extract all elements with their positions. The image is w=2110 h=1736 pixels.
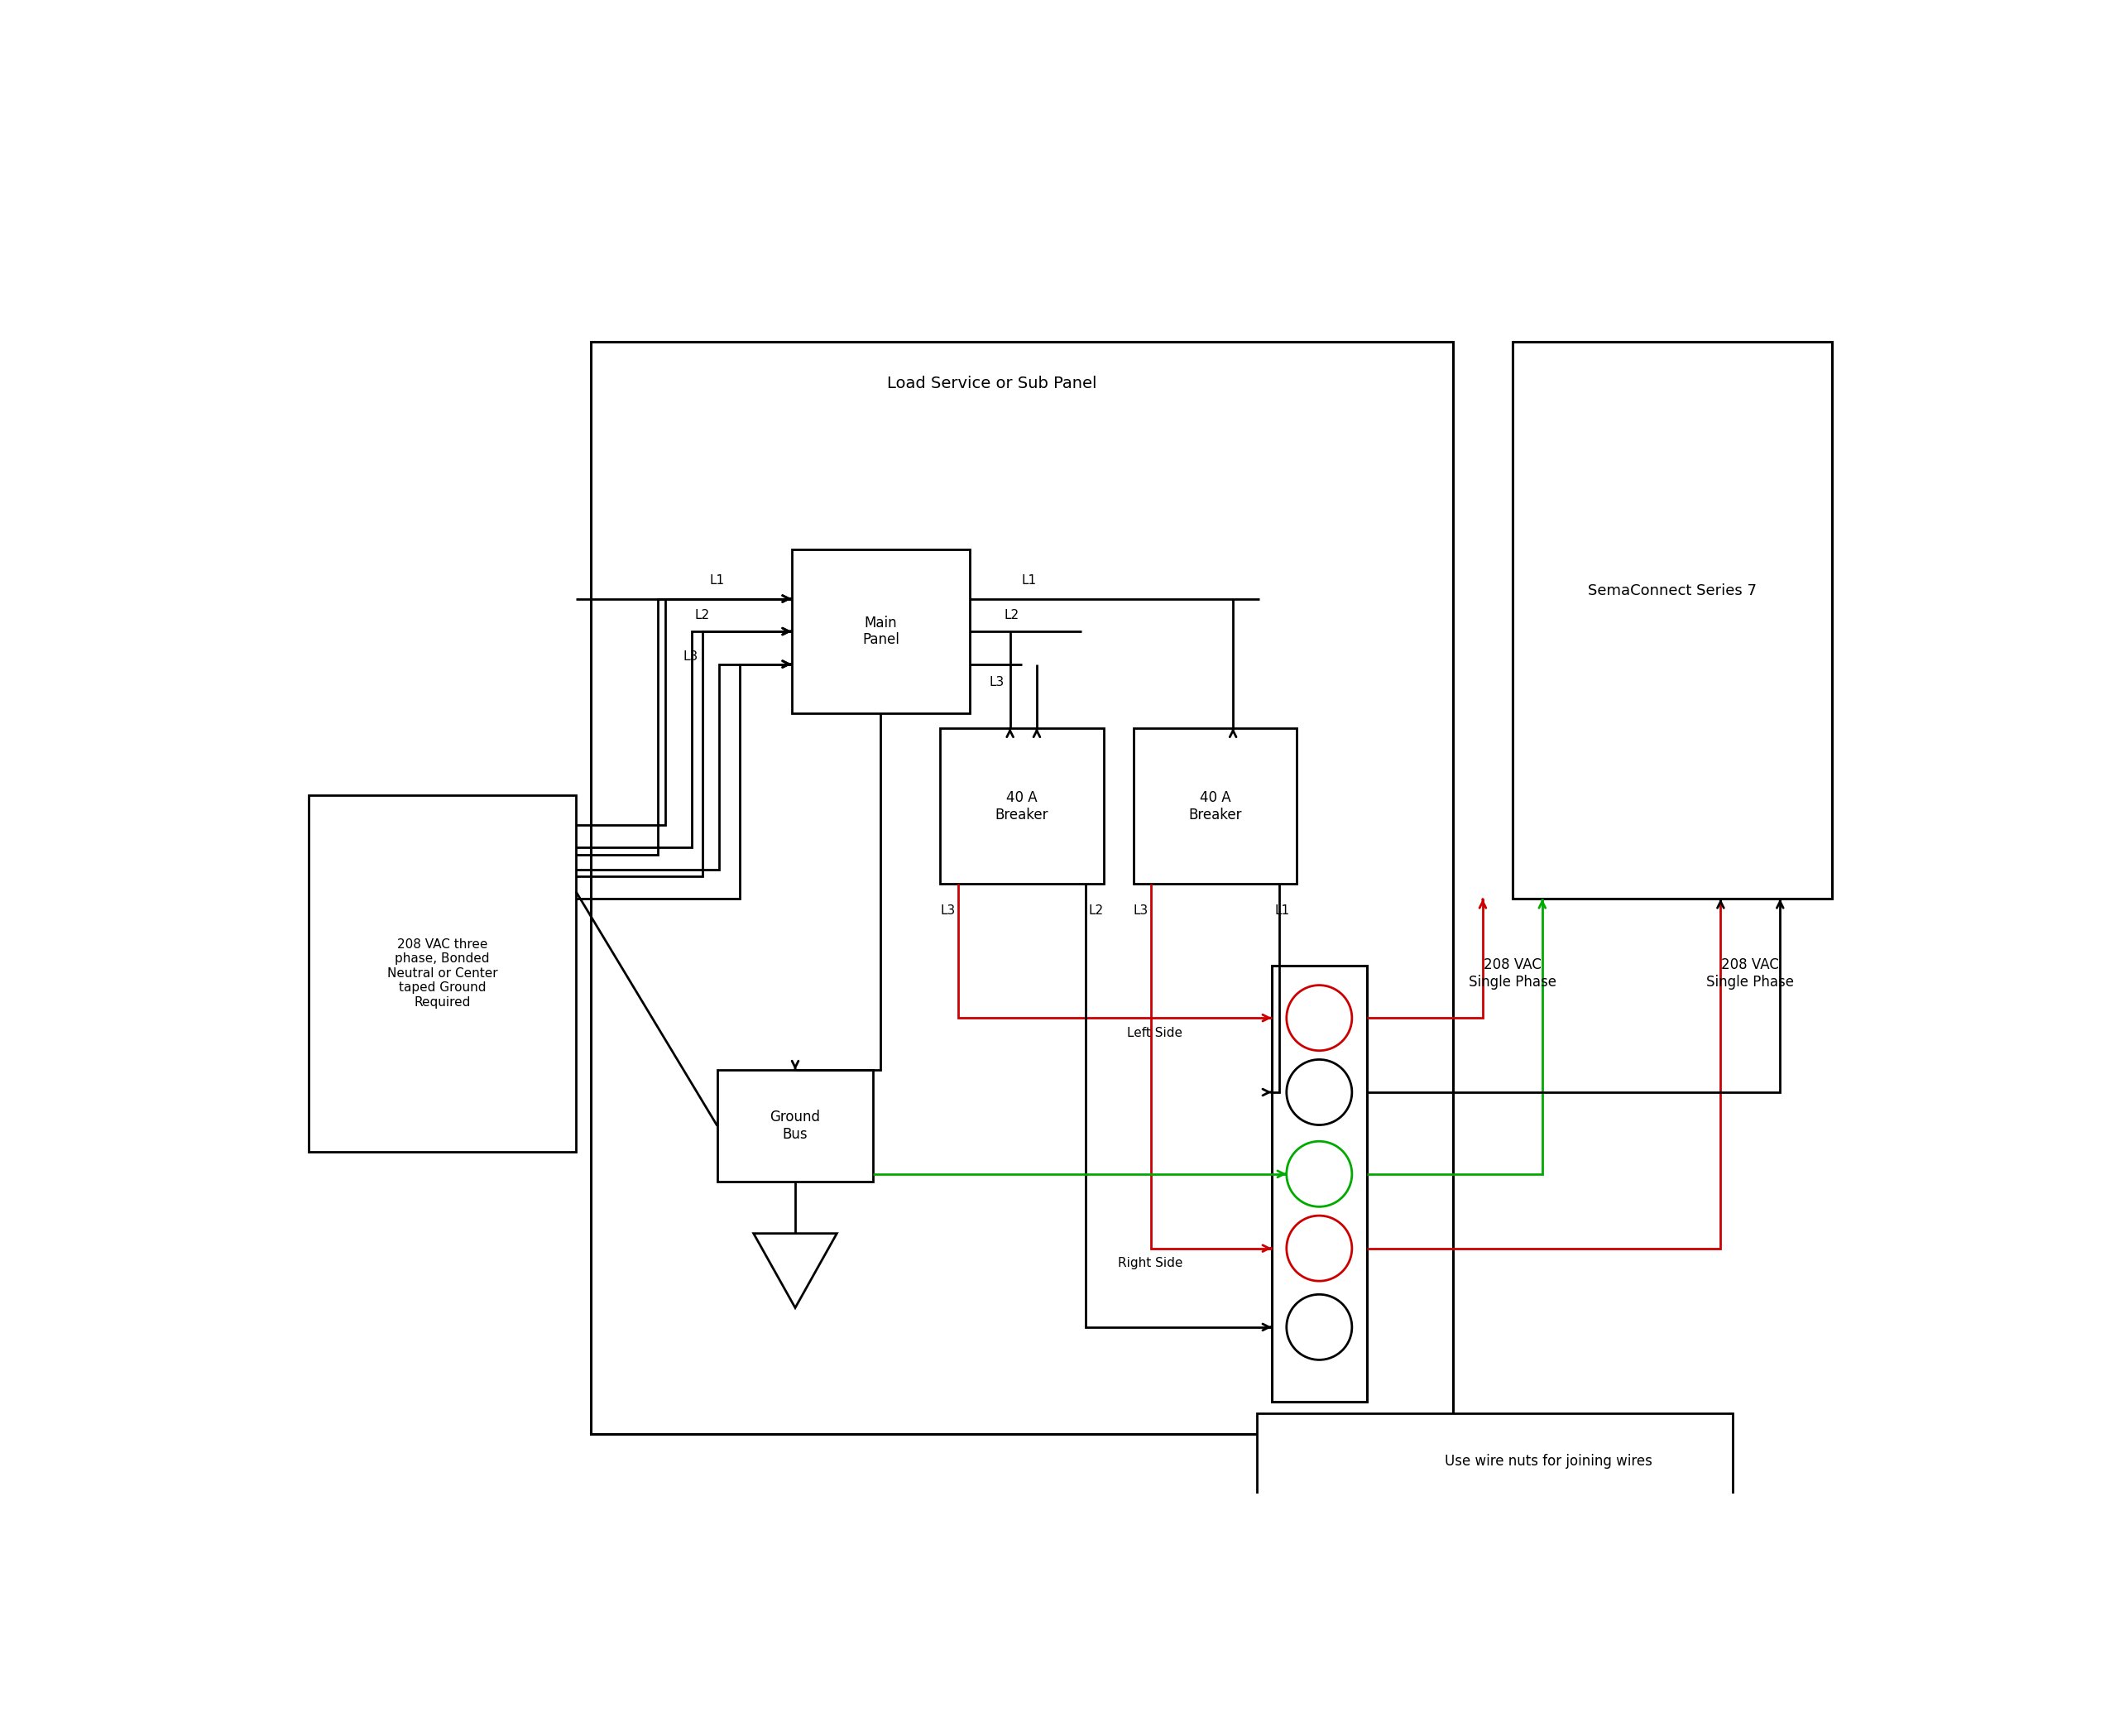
Text: 40 A
Breaker: 40 A Breaker — [996, 790, 1049, 823]
Text: Load Service or Sub Panel: Load Service or Sub Panel — [888, 375, 1097, 391]
Bar — [791, 550, 971, 713]
Bar — [308, 795, 576, 1151]
Text: 208 VAC
Single Phase: 208 VAC Single Phase — [1707, 957, 1793, 990]
Text: L3: L3 — [1133, 904, 1148, 917]
Circle shape — [1287, 1215, 1353, 1281]
Text: L3: L3 — [941, 904, 956, 917]
Bar — [1272, 965, 1367, 1401]
Circle shape — [1287, 1295, 1353, 1359]
Bar — [717, 1069, 874, 1182]
Text: SemaConnect Series 7: SemaConnect Series 7 — [1589, 583, 1758, 597]
Text: Use wire nuts for joining wires: Use wire nuts for joining wires — [1445, 1453, 1652, 1469]
Circle shape — [1287, 986, 1353, 1050]
Bar — [591, 342, 1454, 1434]
Text: L3: L3 — [684, 651, 698, 663]
Text: 208 VAC three
phase, Bonded
Neutral or Center
taped Ground
Required: 208 VAC three phase, Bonded Neutral or C… — [386, 937, 498, 1009]
Bar — [941, 727, 1104, 884]
Text: L2: L2 — [1004, 609, 1019, 621]
Text: 40 A
Breaker: 40 A Breaker — [1188, 790, 1243, 823]
Text: L3: L3 — [990, 675, 1004, 687]
Text: Ground
Bus: Ground Bus — [770, 1109, 821, 1142]
Text: L1: L1 — [1274, 904, 1289, 917]
Text: L1: L1 — [709, 575, 724, 587]
Text: Left Side: Left Side — [1127, 1026, 1182, 1038]
Text: Main
Panel: Main Panel — [863, 615, 899, 648]
Bar — [1513, 342, 1831, 899]
Bar — [1133, 727, 1298, 884]
Polygon shape — [753, 1234, 838, 1307]
Text: Right Side: Right Side — [1118, 1257, 1182, 1269]
Text: L1: L1 — [1021, 575, 1036, 587]
Text: L2: L2 — [1089, 904, 1104, 917]
Text: 208 VAC
Single Phase: 208 VAC Single Phase — [1469, 957, 1557, 990]
Text: L2: L2 — [694, 609, 709, 621]
Circle shape — [1287, 1059, 1353, 1125]
Bar — [1258, 1413, 1732, 1495]
Circle shape — [1287, 1141, 1353, 1207]
